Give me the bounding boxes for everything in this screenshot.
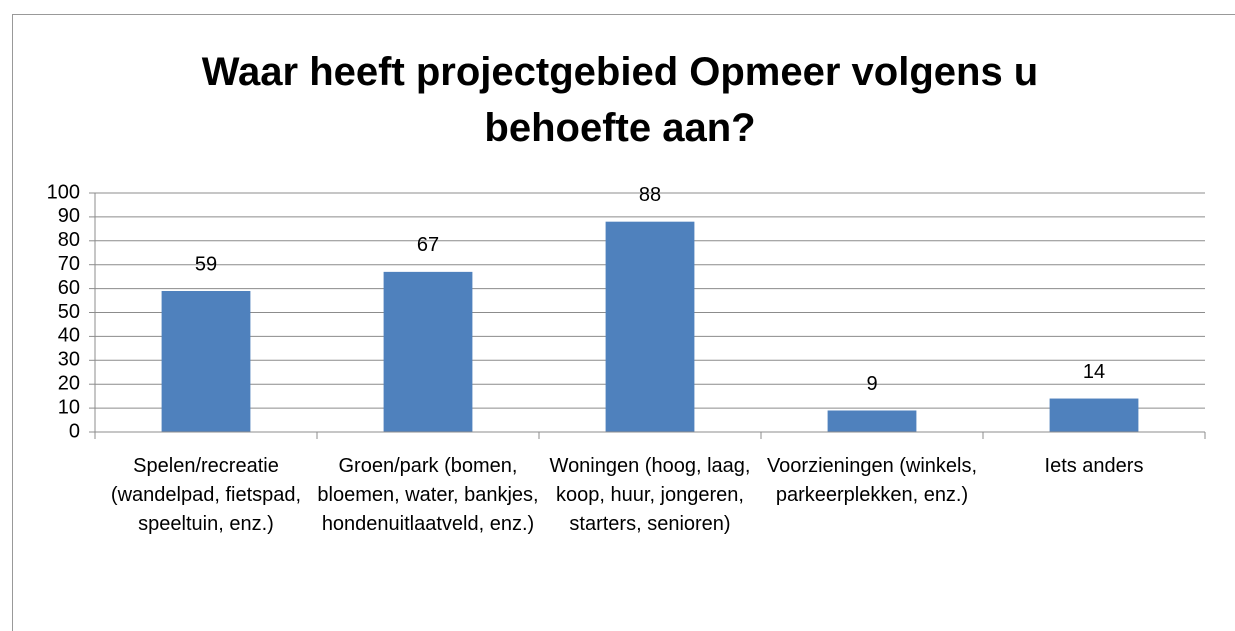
y-tick-label: 100 [47, 181, 80, 203]
y-tick-label: 80 [58, 229, 80, 251]
x-tick-label: Groen/park (bomen, bloemen, water, bankj… [317, 455, 539, 535]
x-tick-label: Voorzieningen (winkels, parkeerplekken, … [766, 455, 978, 506]
y-tick-label: 40 [58, 325, 80, 347]
data-label: 9 [866, 373, 877, 395]
x-tick-label: Woningen (hoog, laag, koop, huur, jonger… [549, 455, 751, 535]
bar [827, 410, 917, 432]
y-tick-label: 30 [58, 349, 80, 371]
y-tick-label: 10 [58, 396, 80, 418]
chart-title: Waar heeft projectgebied Opmeer volgens … [201, 50, 1039, 150]
frame [12, 14, 1235, 631]
data-label: 59 [195, 253, 217, 275]
y-tick-label: 70 [58, 253, 80, 275]
bar [605, 221, 695, 432]
data-label: 67 [417, 234, 439, 256]
y-tick-label: 20 [58, 372, 80, 394]
bar [1049, 398, 1139, 432]
data-label: 14 [1083, 361, 1105, 383]
data-label: 88 [639, 184, 661, 206]
y-tick-label: 50 [58, 301, 80, 323]
bar [161, 290, 251, 432]
bar [383, 271, 473, 432]
x-tick-label: Iets anders [1044, 455, 1144, 477]
y-tick-label: 90 [58, 205, 80, 227]
y-tick-label: 0 [69, 420, 80, 442]
x-tick-label: Spelen/recreatie (wandelpad, fietspad, s… [110, 455, 302, 535]
y-tick-label: 60 [58, 277, 80, 299]
